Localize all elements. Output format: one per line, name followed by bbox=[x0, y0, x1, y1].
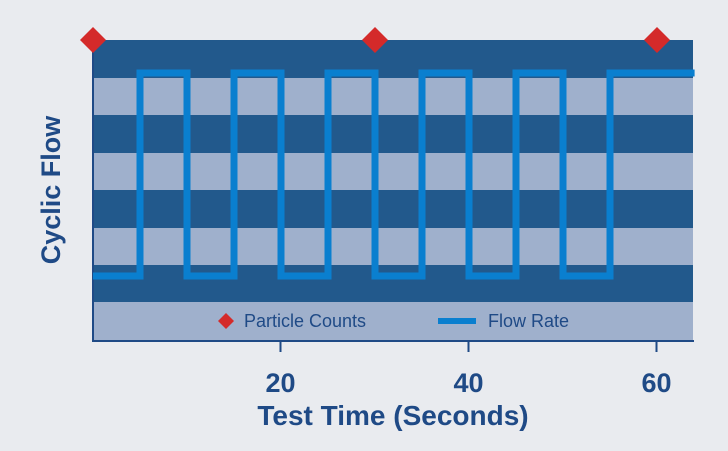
legend-flow-rate-label: Flow Rate bbox=[488, 311, 569, 331]
background-band bbox=[94, 302, 693, 340]
series-particle-counts bbox=[80, 27, 670, 53]
particle-count-marker bbox=[80, 27, 106, 53]
particle-count-marker bbox=[362, 27, 388, 53]
background-band bbox=[94, 115, 693, 153]
x-axis-label: Test Time (Seconds) bbox=[257, 400, 528, 431]
x-tick-label: 20 bbox=[265, 368, 295, 398]
x-ticks: 20 40 60 bbox=[265, 341, 672, 398]
particle-count-marker bbox=[644, 27, 670, 53]
background-band bbox=[94, 40, 693, 78]
background-band bbox=[94, 78, 693, 115]
series-flow-rate-line bbox=[93, 69, 695, 280]
background-bands bbox=[94, 40, 693, 340]
background-band bbox=[94, 190, 693, 228]
legend-particle-counts-label: Particle Counts bbox=[244, 311, 366, 331]
legend: Particle Counts Flow Rate bbox=[218, 311, 569, 331]
x-tick-label: 40 bbox=[453, 368, 483, 398]
background-band bbox=[94, 228, 693, 265]
background-band bbox=[94, 265, 693, 302]
background-band bbox=[94, 153, 693, 190]
axes bbox=[92, 40, 694, 342]
legend-particle-counts-marker bbox=[218, 313, 234, 329]
x-tick-label: 60 bbox=[641, 368, 671, 398]
y-axis-label: Cyclic Flow bbox=[36, 115, 66, 265]
